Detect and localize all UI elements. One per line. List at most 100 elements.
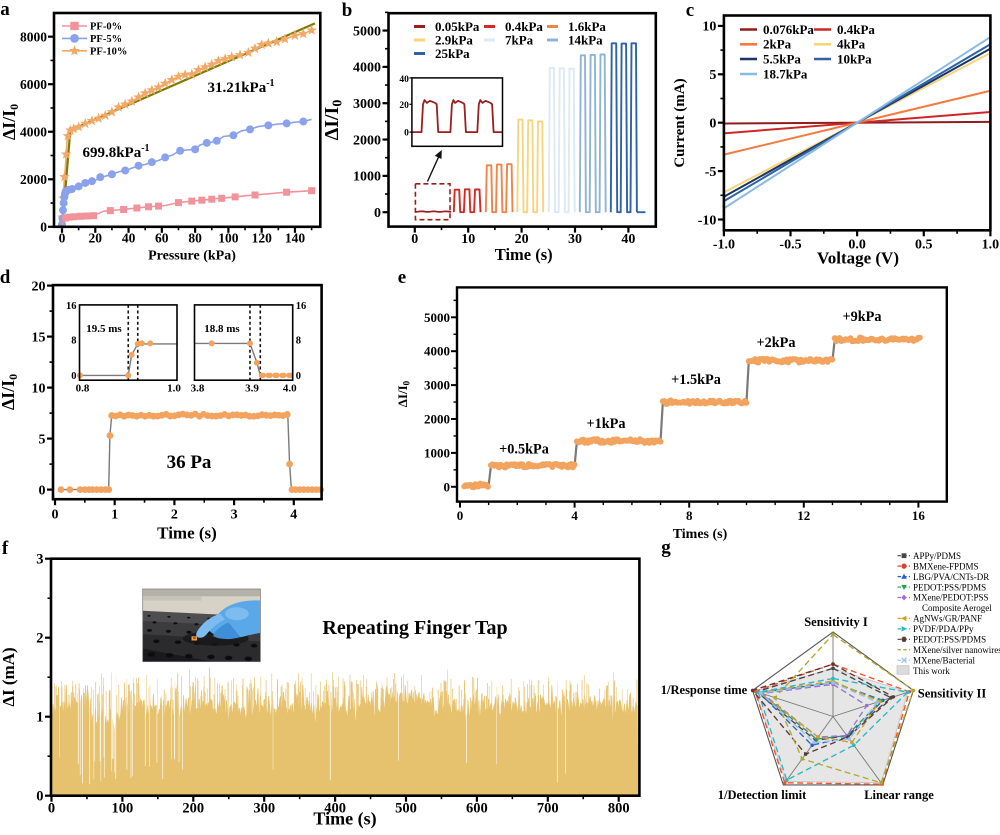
svg-text:2kPa: 2kPa: [763, 37, 792, 52]
svg-text:a: a: [0, 0, 10, 20]
svg-text:-5: -5: [705, 165, 717, 180]
svg-text:MXene/PEDOT:PSS: MXene/PEDOT:PSS: [913, 593, 989, 603]
svg-text:+9kPa: +9kPa: [843, 309, 882, 325]
svg-text:Voltage (V): Voltage (V): [817, 249, 899, 268]
svg-text:2000: 2000: [20, 172, 47, 187]
svg-text:4000: 4000: [353, 61, 381, 76]
svg-text:12: 12: [797, 508, 810, 523]
svg-text:1: 1: [36, 710, 43, 726]
svg-text:0.076kPa: 0.076kPa: [763, 22, 814, 37]
svg-text:5000: 5000: [424, 310, 450, 325]
svg-text:5.5kPa: 5.5kPa: [763, 51, 801, 66]
svg-text:0: 0: [40, 220, 47, 235]
svg-text:6000: 6000: [20, 77, 47, 92]
svg-text:8000: 8000: [20, 29, 47, 44]
svg-text:0: 0: [36, 789, 43, 805]
svg-text:8: 8: [686, 508, 693, 523]
svg-text:2.9kPa: 2.9kPa: [435, 32, 473, 47]
svg-text:Sensitivity II: Sensitivity II: [918, 687, 987, 701]
svg-text:e: e: [398, 267, 406, 288]
svg-text:0: 0: [374, 206, 381, 221]
svg-text:Time (s): Time (s): [495, 245, 553, 264]
svg-text:PEDOT:PSS/PDMS: PEDOT:PSS/PDMS: [913, 582, 986, 592]
svg-text:18.8 ms: 18.8 ms: [204, 323, 240, 335]
svg-text:31.21kPa-1: 31.21kPa-1: [207, 78, 274, 96]
svg-text:3000: 3000: [424, 378, 450, 393]
svg-text:0.4kPa: 0.4kPa: [837, 22, 875, 37]
svg-text:Current (mA): Current (mA): [672, 78, 688, 167]
svg-text:-1.0: -1.0: [713, 238, 735, 253]
svg-text:0.05kPa: 0.05kPa: [435, 19, 480, 34]
svg-text:20: 20: [32, 279, 46, 294]
svg-text:0.5: 0.5: [915, 238, 933, 253]
svg-text:0: 0: [39, 483, 46, 498]
svg-text:APPy/PDMS: APPy/PDMS: [913, 551, 961, 561]
svg-text:4.0: 4.0: [283, 383, 297, 395]
svg-text:20: 20: [89, 231, 103, 246]
svg-text:3: 3: [231, 508, 238, 523]
svg-text:5: 5: [709, 68, 716, 83]
svg-text:d: d: [0, 267, 11, 288]
svg-text:0: 0: [444, 479, 451, 494]
svg-text:25kPa: 25kPa: [435, 46, 470, 61]
svg-text:100: 100: [112, 801, 134, 817]
svg-text:Repeating Finger Tap: Repeating Finger Tap: [322, 617, 507, 639]
svg-text:10kPa: 10kPa: [837, 51, 872, 66]
svg-text:This work: This work: [913, 666, 950, 676]
svg-text:15: 15: [32, 330, 46, 345]
svg-text:MXene/Bacterial: MXene/Bacterial: [913, 655, 975, 665]
svg-text:8: 8: [296, 335, 301, 346]
svg-text:2: 2: [36, 631, 43, 647]
svg-text:0.0: 0.0: [848, 238, 866, 253]
svg-text:3000: 3000: [353, 97, 381, 112]
svg-text:0: 0: [71, 371, 76, 382]
svg-text:300: 300: [253, 801, 275, 817]
svg-text:ΔI/I0: ΔI/I0: [321, 100, 346, 141]
svg-text:1.0: 1.0: [982, 238, 1000, 253]
svg-text:4kPa: 4kPa: [837, 37, 866, 52]
svg-text:4: 4: [571, 508, 578, 523]
svg-text:c: c: [686, 0, 694, 21]
svg-text:ΔI (mA): ΔI (mA): [0, 647, 18, 706]
svg-text:AgNWs/GR/PANF: AgNWs/GR/PANF: [913, 614, 982, 624]
svg-text:Times (s): Times (s): [673, 527, 728, 542]
svg-text:1000: 1000: [353, 170, 381, 185]
svg-text:f: f: [2, 538, 9, 559]
svg-text:MXene/silver nanowires: MXene/silver nanowires: [913, 645, 1000, 655]
svg-text:PF-5%: PF-5%: [90, 34, 122, 45]
svg-text:+1kPa: +1kPa: [587, 416, 626, 432]
svg-text:0: 0: [411, 232, 418, 247]
svg-text:Time (s): Time (s): [157, 524, 217, 543]
svg-text:3.9: 3.9: [245, 383, 259, 395]
svg-text:16: 16: [912, 508, 926, 523]
svg-text:ΔI/I0: ΔI/I0: [0, 104, 21, 140]
svg-text:BMXene-FPDMS: BMXene-FPDMS: [913, 561, 979, 571]
svg-text:PF-10%: PF-10%: [90, 47, 127, 58]
svg-text:699.8kPa-1: 699.8kPa-1: [82, 143, 149, 161]
svg-text:200: 200: [182, 801, 204, 817]
svg-text:0: 0: [404, 129, 409, 139]
svg-text:700: 700: [537, 801, 559, 817]
svg-text:PVDF/PDA/PPy: PVDF/PDA/PPy: [913, 624, 974, 634]
svg-text:14kPa: 14kPa: [568, 32, 603, 47]
svg-text:1/Detection limit: 1/Detection limit: [718, 788, 807, 802]
svg-text:2000: 2000: [424, 412, 450, 427]
svg-text:0: 0: [457, 508, 464, 523]
svg-text:1/Response time: 1/Response time: [661, 683, 748, 697]
svg-text:4000: 4000: [20, 124, 47, 139]
svg-text:Linear range: Linear range: [864, 788, 934, 802]
svg-text:0: 0: [709, 117, 716, 132]
svg-text:800: 800: [608, 801, 630, 817]
svg-text:7kPa: 7kPa: [505, 32, 534, 47]
svg-text:30: 30: [568, 232, 582, 247]
svg-text:80: 80: [188, 231, 202, 246]
svg-text:+2kPa: +2kPa: [757, 335, 796, 351]
svg-text:ΔI/I0: ΔI/I0: [395, 380, 411, 407]
svg-text:60: 60: [155, 231, 169, 246]
svg-text:8: 8: [71, 335, 76, 346]
svg-text:3: 3: [36, 552, 43, 568]
svg-text:500: 500: [395, 801, 417, 817]
svg-text:Sensitivity I: Sensitivity I: [804, 615, 868, 629]
svg-text:4: 4: [290, 508, 297, 523]
svg-text:PF-0%: PF-0%: [90, 22, 122, 33]
